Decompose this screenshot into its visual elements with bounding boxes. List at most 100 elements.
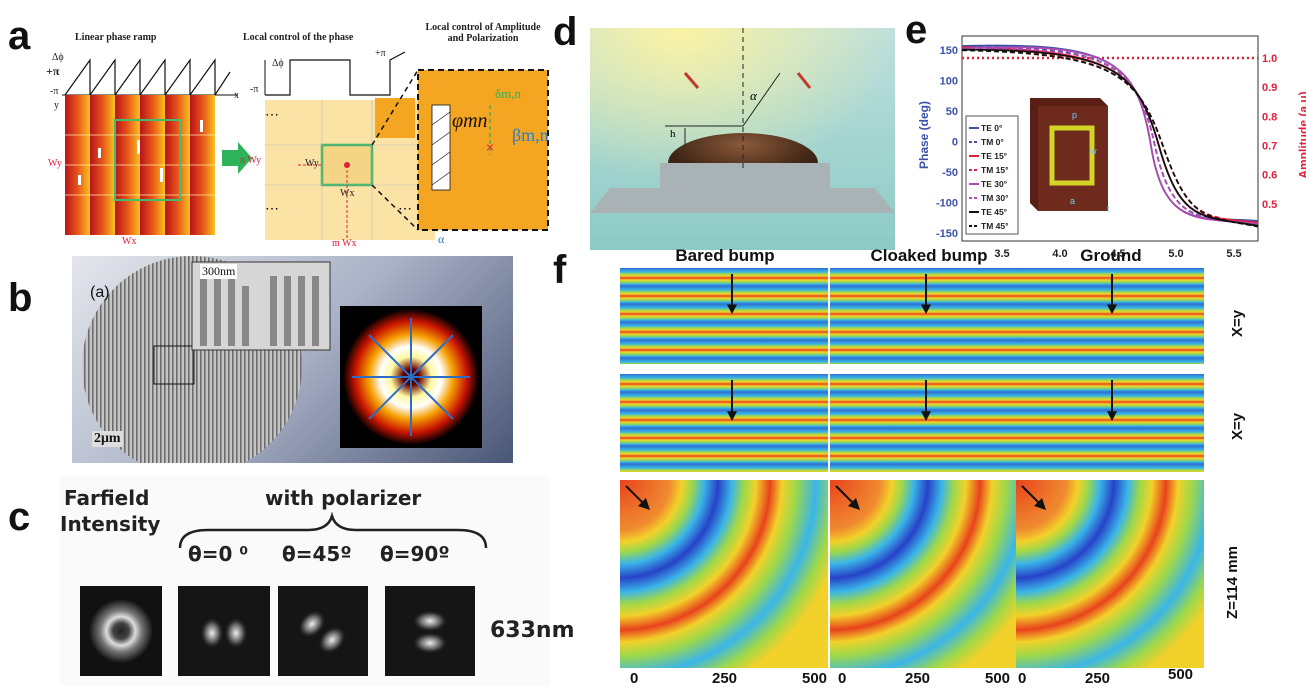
panel-d-alpha: α bbox=[750, 88, 757, 103]
incidence-arrow-icon bbox=[1107, 380, 1117, 422]
phi-label: φmn bbox=[452, 110, 488, 132]
chart-e-ytick-left: -50 bbox=[942, 167, 958, 179]
m-wx-label: m Wx bbox=[332, 238, 357, 249]
xtick-c3-500: 500 bbox=[1168, 666, 1194, 683]
chart-e-ytick-right: 0.8 bbox=[1262, 111, 1277, 123]
incidence-arrow-icon bbox=[727, 380, 737, 422]
y-axis-label: y bbox=[54, 100, 59, 111]
dots-ellipsis: ⋯ bbox=[265, 200, 279, 216]
n-wy-label: n Wy bbox=[240, 155, 262, 166]
chart-e-ytick-right: 0.6 bbox=[1262, 170, 1277, 182]
field-map bbox=[830, 480, 1018, 668]
panel-a: × Linear phase ramp Local control of the… bbox=[46, 0, 550, 250]
row-label-1: X=y bbox=[1229, 309, 1247, 338]
intensity-label: Intensity bbox=[60, 512, 161, 536]
panel-b-figure bbox=[82, 256, 482, 463]
plus-pi-mid-label: +π bbox=[375, 48, 386, 59]
phase-series-line bbox=[961, 47, 1259, 226]
field-map bbox=[830, 268, 1018, 364]
scale-bar-2um: 2μm bbox=[92, 431, 123, 447]
legend-label: TE 45° bbox=[981, 207, 1008, 217]
wavelength-label: 633nm bbox=[490, 618, 575, 643]
farfield-images bbox=[80, 586, 475, 676]
chart-e-xtick: 5.5 bbox=[1226, 248, 1241, 260]
plus-pi-label: +π bbox=[46, 64, 60, 78]
incidence-arrow-icon bbox=[921, 274, 931, 315]
legend-label: TM 15° bbox=[981, 165, 1009, 175]
chart-e-ytick-left: 50 bbox=[946, 106, 958, 118]
chart-e-xtick: 5.0 bbox=[1168, 248, 1183, 260]
chart-e-ylabel-right: Amplitude (a.u) bbox=[1296, 91, 1306, 179]
theta-45-label: θ=45º bbox=[282, 542, 352, 566]
dots-ellipsis: ⋯ bbox=[398, 200, 412, 216]
inset-dim-label: t bbox=[1107, 204, 1110, 214]
panel-b-sublabel: (a) bbox=[90, 284, 110, 301]
col-title-ground: Ground bbox=[1080, 246, 1142, 265]
chart-e-xtick: 4.0 bbox=[1052, 248, 1067, 260]
svg-text:×: × bbox=[486, 139, 494, 155]
xtick-c1-250: 250 bbox=[712, 670, 738, 687]
panel-a-title-amplitude: Local control of Amplitude and Polarizat… bbox=[425, 22, 541, 44]
chart-e-ytick-right: 0.7 bbox=[1262, 141, 1277, 153]
xtick-c2-0: 0 bbox=[838, 670, 847, 687]
wy-mid-label: Wy bbox=[305, 158, 319, 169]
chart-e-ytick-left: -150 bbox=[936, 228, 958, 240]
polarizer-brace bbox=[178, 512, 488, 549]
chart-e-xtick: 4.5 bbox=[1110, 248, 1125, 260]
col-title-bared: Bared bump bbox=[675, 246, 775, 265]
phase-series-line bbox=[961, 48, 1259, 227]
minus-pi-mid-label: -π bbox=[250, 84, 259, 95]
chart-e-ytick-right: 0.9 bbox=[1262, 82, 1277, 94]
x-axis-label: x bbox=[234, 90, 239, 101]
theta-90-label: θ=90º bbox=[380, 542, 450, 566]
dphi-label: Δϕ bbox=[52, 52, 64, 63]
incidence-arrow-icon bbox=[727, 274, 737, 315]
dots-ellipsis: ⋯ bbox=[265, 106, 279, 122]
chart-e-ytick-right: 0.5 bbox=[1262, 199, 1277, 211]
wy-label: Wy bbox=[48, 158, 62, 169]
xtick-c2-500: 500 bbox=[985, 670, 1011, 687]
chart-e-legend bbox=[965, 115, 1019, 235]
farfield-label: Farfield bbox=[64, 486, 150, 510]
legend-label: TM 30° bbox=[981, 193, 1009, 203]
xtick-c1-500: 500 bbox=[802, 670, 828, 687]
incidence-arrow-icon bbox=[1107, 274, 1117, 315]
legend-label: TE 0° bbox=[981, 123, 1003, 133]
delta-label: δm,n bbox=[495, 86, 521, 101]
legend-label: TM 0° bbox=[981, 137, 1004, 147]
incidence-arrow-icon bbox=[625, 485, 650, 510]
chart-e-xtick: 3.5 bbox=[994, 248, 1009, 260]
field-map bbox=[1016, 268, 1204, 364]
xtick-c2-250: 250 bbox=[905, 670, 931, 687]
panel-a-figure: × bbox=[62, 51, 549, 240]
incidence-arrow-icon bbox=[1021, 485, 1046, 510]
xtick-c3-250: 250 bbox=[1085, 670, 1111, 687]
wx-label: Wx bbox=[122, 236, 137, 247]
field-map bbox=[1016, 374, 1204, 472]
field-map bbox=[830, 374, 1018, 472]
chart-e-ytick-left: -100 bbox=[936, 198, 958, 210]
row-label-3: Z=114 mm bbox=[1223, 546, 1241, 619]
panel-d: α h bbox=[590, 28, 895, 250]
unit-cell-ring bbox=[1049, 125, 1095, 186]
chart-e-ytick-left: 150 bbox=[940, 45, 958, 57]
panel-label-f: f bbox=[553, 248, 567, 292]
xtick-c1-0: 0 bbox=[630, 670, 639, 687]
beta-label: βm,n bbox=[512, 125, 549, 145]
wx-mid-label: Wx bbox=[340, 188, 355, 199]
scale-bar-300nm: 300nm bbox=[200, 264, 238, 279]
panel-label-b: b bbox=[8, 276, 33, 320]
dphi-mid-label: Δϕ bbox=[272, 58, 284, 69]
phase-amplitude-chart: 150 100 50 0 -50 -100 -150 1.0 0.9 0.8 0.7 0.6 0.5 3.… bbox=[936, 35, 1277, 260]
panel-d-figure bbox=[590, 28, 895, 250]
legend-label: TE 15° bbox=[981, 151, 1008, 161]
inset-dim-label: w bbox=[1089, 146, 1097, 156]
col-title-cloaked: Cloaked bump bbox=[870, 246, 988, 265]
panel-f: Bared bump Cloaked bump Ground X=y X=y Z… bbox=[620, 240, 1306, 689]
phase-series-line bbox=[961, 49, 1259, 228]
panel-a-title-phase: Local control of the phase bbox=[243, 32, 354, 43]
panel-label-d: d bbox=[553, 10, 578, 54]
legend-label: TM 45° bbox=[981, 221, 1009, 231]
field-map bbox=[620, 374, 828, 472]
panel-label-e: e bbox=[905, 8, 928, 52]
